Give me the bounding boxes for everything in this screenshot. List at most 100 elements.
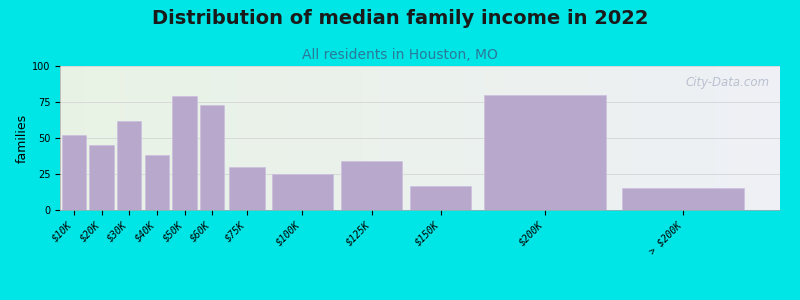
Bar xyxy=(173,96,197,210)
Bar xyxy=(626,66,629,210)
Bar xyxy=(607,66,611,210)
Bar xyxy=(622,66,626,210)
Bar xyxy=(593,66,596,210)
Bar xyxy=(726,66,730,210)
Text: All residents in Houston, MO: All residents in Houston, MO xyxy=(302,48,498,62)
Bar xyxy=(384,66,387,210)
Bar xyxy=(348,66,351,210)
Bar xyxy=(701,66,704,210)
Bar xyxy=(438,66,442,210)
Bar xyxy=(90,145,114,210)
Bar xyxy=(488,66,492,210)
Bar xyxy=(557,66,560,210)
Bar xyxy=(341,161,402,210)
Bar xyxy=(222,66,226,210)
Bar xyxy=(326,66,330,210)
Bar xyxy=(355,66,358,210)
Bar xyxy=(214,66,218,210)
Bar xyxy=(93,66,96,210)
Bar xyxy=(554,66,557,210)
Bar xyxy=(410,185,471,210)
Bar xyxy=(78,66,82,210)
Bar xyxy=(636,66,640,210)
Bar xyxy=(528,66,532,210)
Bar xyxy=(482,66,485,210)
Bar xyxy=(762,66,766,210)
Bar xyxy=(218,66,222,210)
Bar xyxy=(186,66,190,210)
Bar xyxy=(718,66,722,210)
Bar xyxy=(747,66,751,210)
Bar xyxy=(200,105,225,210)
Bar xyxy=(352,66,355,210)
Bar xyxy=(96,66,100,210)
Bar xyxy=(679,66,682,210)
Bar xyxy=(334,66,337,210)
Bar xyxy=(143,66,146,210)
Bar xyxy=(694,66,698,210)
Bar xyxy=(398,66,402,210)
Bar xyxy=(525,66,528,210)
Y-axis label: families: families xyxy=(16,113,29,163)
Bar xyxy=(370,66,373,210)
Bar xyxy=(64,66,67,210)
Bar xyxy=(539,66,542,210)
Bar xyxy=(251,66,254,210)
Bar xyxy=(366,66,370,210)
Bar xyxy=(298,66,301,210)
Bar xyxy=(646,66,650,210)
Bar xyxy=(233,66,237,210)
Bar xyxy=(755,66,758,210)
Bar xyxy=(272,66,276,210)
Bar xyxy=(564,66,568,210)
Bar xyxy=(574,66,578,210)
Bar xyxy=(686,66,690,210)
Bar xyxy=(287,66,290,210)
Bar xyxy=(262,66,266,210)
Bar xyxy=(470,66,474,210)
Bar xyxy=(204,66,208,210)
Bar xyxy=(74,66,78,210)
Bar xyxy=(730,66,734,210)
Bar xyxy=(381,66,384,210)
Bar xyxy=(237,66,240,210)
Bar xyxy=(596,66,600,210)
Bar xyxy=(305,66,308,210)
Bar xyxy=(485,66,488,210)
Bar xyxy=(578,66,582,210)
Bar xyxy=(82,66,85,210)
Bar xyxy=(254,66,258,210)
Bar xyxy=(86,66,89,210)
Bar xyxy=(650,66,654,210)
Bar xyxy=(442,66,446,210)
Bar xyxy=(171,66,175,210)
Bar xyxy=(200,66,204,210)
Bar xyxy=(194,66,197,210)
Bar xyxy=(157,66,161,210)
Bar xyxy=(247,66,251,210)
Bar xyxy=(168,66,171,210)
Bar xyxy=(373,66,377,210)
Bar xyxy=(770,66,773,210)
Bar xyxy=(643,66,647,210)
Bar xyxy=(118,66,122,210)
Bar xyxy=(776,66,780,210)
Bar xyxy=(542,66,546,210)
Bar xyxy=(315,66,319,210)
Bar xyxy=(406,66,409,210)
Bar xyxy=(341,66,344,210)
Bar xyxy=(430,66,434,210)
Bar xyxy=(344,66,348,210)
Bar xyxy=(89,66,93,210)
Bar xyxy=(466,66,470,210)
Bar xyxy=(712,66,715,210)
Bar xyxy=(319,66,322,210)
Bar xyxy=(395,66,398,210)
Bar xyxy=(582,66,586,210)
Bar xyxy=(165,66,168,210)
Bar xyxy=(330,66,334,210)
Bar xyxy=(362,66,366,210)
Bar xyxy=(521,66,525,210)
Bar xyxy=(744,66,747,210)
Bar xyxy=(62,135,86,210)
